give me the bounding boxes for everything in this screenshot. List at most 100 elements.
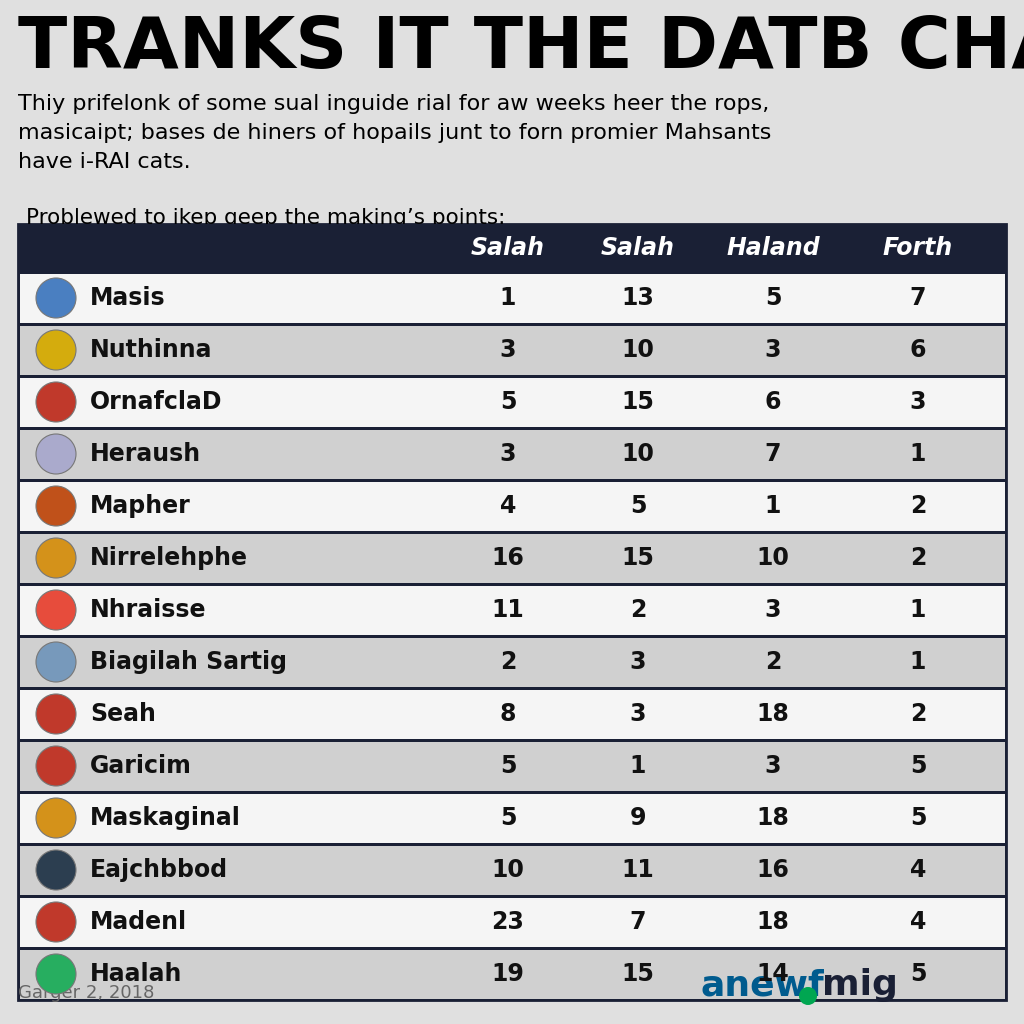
Circle shape <box>36 382 76 422</box>
Bar <box>19 326 1005 375</box>
Text: 1: 1 <box>765 494 781 518</box>
Text: 1: 1 <box>909 598 926 622</box>
Bar <box>19 378 1005 427</box>
Circle shape <box>36 590 76 630</box>
Text: 3: 3 <box>500 338 516 362</box>
Text: 10: 10 <box>622 338 654 362</box>
Text: 1: 1 <box>909 442 926 466</box>
Circle shape <box>36 694 76 734</box>
Text: Nirrelehphe: Nirrelehphe <box>90 546 248 570</box>
Text: TRANKS IT THE DATB CHART: TRANKS IT THE DATB CHART <box>18 14 1024 83</box>
Text: 3: 3 <box>765 598 781 622</box>
Text: 8: 8 <box>500 702 516 726</box>
Text: Heraush: Heraush <box>90 442 201 466</box>
Text: Mapher: Mapher <box>90 494 190 518</box>
Text: 2: 2 <box>765 650 781 674</box>
Text: 16: 16 <box>757 858 790 882</box>
Bar <box>19 429 1005 478</box>
Circle shape <box>799 987 817 1005</box>
Circle shape <box>36 330 76 370</box>
Circle shape <box>36 902 76 942</box>
Text: 4: 4 <box>909 858 926 882</box>
Bar <box>19 741 1005 791</box>
Text: Problewed to ikep geep the making’s points:: Problewed to ikep geep the making’s poin… <box>26 208 506 228</box>
Bar <box>19 794 1005 843</box>
Bar <box>19 481 1005 530</box>
Text: 10: 10 <box>757 546 790 570</box>
Text: 15: 15 <box>622 962 654 986</box>
Text: 3: 3 <box>630 702 646 726</box>
Text: 4: 4 <box>909 910 926 934</box>
Text: 3: 3 <box>909 390 927 414</box>
Bar <box>19 586 1005 635</box>
Text: 7: 7 <box>909 286 927 310</box>
Circle shape <box>36 278 76 318</box>
Bar <box>19 949 1005 998</box>
Text: Haland: Haland <box>726 236 820 260</box>
Text: 5: 5 <box>909 962 927 986</box>
Text: 5: 5 <box>630 494 646 518</box>
Text: anewf: anewf <box>700 968 823 1002</box>
Text: Salah: Salah <box>601 236 675 260</box>
Text: 3: 3 <box>765 338 781 362</box>
Text: Seah: Seah <box>90 702 156 726</box>
Text: Thiy prifelonk of some sual inguide rial for aw weeks heer the rops,
masicaipt; : Thiy prifelonk of some sual inguide rial… <box>18 94 771 172</box>
Circle shape <box>36 746 76 786</box>
Text: 16: 16 <box>492 546 524 570</box>
Text: Maskaginal: Maskaginal <box>90 806 241 830</box>
Bar <box>19 638 1005 686</box>
Circle shape <box>36 642 76 682</box>
Circle shape <box>36 850 76 890</box>
Circle shape <box>36 434 76 474</box>
Text: 10: 10 <box>492 858 524 882</box>
Text: Biagilah Sartig: Biagilah Sartig <box>90 650 287 674</box>
Text: 13: 13 <box>622 286 654 310</box>
Text: 6: 6 <box>765 390 781 414</box>
Bar <box>19 689 1005 738</box>
Text: 5: 5 <box>500 754 516 778</box>
Text: 23: 23 <box>492 910 524 934</box>
Circle shape <box>36 486 76 526</box>
Text: 5: 5 <box>500 390 516 414</box>
Text: Madenl: Madenl <box>90 910 187 934</box>
Text: mig: mig <box>822 968 898 1002</box>
Text: Salah: Salah <box>471 236 545 260</box>
Text: 15: 15 <box>622 546 654 570</box>
Text: 5: 5 <box>500 806 516 830</box>
Bar <box>19 534 1005 583</box>
Circle shape <box>36 798 76 838</box>
Text: 7: 7 <box>630 910 646 934</box>
Text: Masis: Masis <box>90 286 166 310</box>
Text: 2: 2 <box>630 598 646 622</box>
Text: 18: 18 <box>757 910 790 934</box>
Text: 15: 15 <box>622 390 654 414</box>
Circle shape <box>36 954 76 994</box>
Text: 19: 19 <box>492 962 524 986</box>
Bar <box>18 224 1006 272</box>
Text: 4: 4 <box>500 494 516 518</box>
Text: 1: 1 <box>630 754 646 778</box>
Text: 2: 2 <box>909 546 926 570</box>
Bar <box>18 224 1006 1000</box>
Text: 6: 6 <box>909 338 927 362</box>
Text: 5: 5 <box>909 806 927 830</box>
Text: 2: 2 <box>909 702 926 726</box>
Text: 5: 5 <box>909 754 927 778</box>
Text: OrnafclaD: OrnafclaD <box>90 390 222 414</box>
Text: Forth: Forth <box>883 236 953 260</box>
Text: Nuthinna: Nuthinna <box>90 338 213 362</box>
Text: 3: 3 <box>500 442 516 466</box>
Text: 1: 1 <box>909 650 926 674</box>
Text: 7: 7 <box>765 442 781 466</box>
Text: 11: 11 <box>492 598 524 622</box>
Text: 18: 18 <box>757 702 790 726</box>
Text: 9: 9 <box>630 806 646 830</box>
Text: 10: 10 <box>622 442 654 466</box>
Text: Garger 2, 2018: Garger 2, 2018 <box>18 984 155 1002</box>
Bar <box>19 846 1005 895</box>
Text: 2: 2 <box>500 650 516 674</box>
Bar <box>19 897 1005 946</box>
Text: 18: 18 <box>757 806 790 830</box>
Text: 11: 11 <box>622 858 654 882</box>
Text: 5: 5 <box>765 286 781 310</box>
